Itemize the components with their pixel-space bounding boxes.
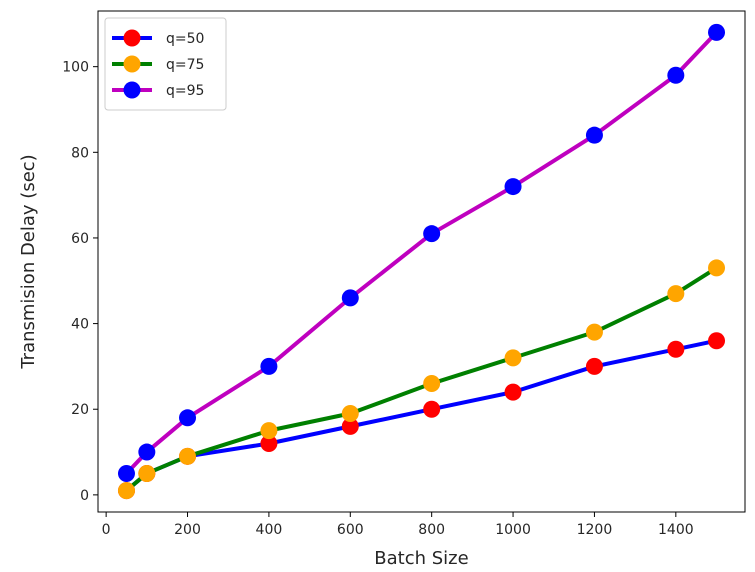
y-axis-title: Transmision Delay (sec) bbox=[18, 154, 39, 369]
legend-label: q=75 bbox=[166, 57, 204, 73]
data-point-q=75 bbox=[138, 464, 156, 482]
data-point-q=75 bbox=[585, 323, 603, 341]
data-point-q=75 bbox=[260, 422, 278, 440]
data-point-q=75 bbox=[504, 349, 522, 367]
plot-frame bbox=[97, 10, 746, 513]
y-tick-label: 100 bbox=[62, 60, 89, 76]
data-point-q=95 bbox=[423, 225, 441, 243]
data-point-q=50 bbox=[341, 417, 359, 435]
data-point-q=75 bbox=[117, 482, 135, 500]
x-tick-label: 1400 bbox=[658, 522, 694, 538]
y-tick-label: 80 bbox=[71, 145, 89, 161]
legend-marker-q=95 bbox=[123, 81, 141, 99]
x-tick-label: 200 bbox=[174, 522, 201, 538]
y-tick-label: 20 bbox=[71, 402, 89, 418]
x-axis-title: Batch Size bbox=[374, 548, 468, 569]
x-tick-label: 400 bbox=[256, 522, 283, 538]
x-tick-label: 0 bbox=[102, 522, 111, 538]
legend-marker-q=75 bbox=[123, 55, 141, 73]
x-tick-label: 600 bbox=[337, 522, 364, 538]
data-point-q=95 bbox=[504, 178, 522, 196]
data-point-q=75 bbox=[667, 285, 685, 303]
data-point-q=95 bbox=[138, 443, 156, 461]
x-axis-ticks: 0 200 400 600 800 1000 1200 1400 bbox=[102, 512, 694, 538]
y-tick-label: 0 bbox=[80, 488, 89, 504]
x-tick-label: 1200 bbox=[577, 522, 613, 538]
data-point-q=75 bbox=[341, 405, 359, 423]
series-layer bbox=[117, 23, 726, 500]
data-point-q=50 bbox=[708, 332, 726, 350]
data-point-q=75 bbox=[179, 447, 197, 465]
data-point-q=95 bbox=[179, 409, 197, 427]
data-point-q=95 bbox=[260, 357, 278, 375]
legend-marker-q=50 bbox=[123, 29, 141, 47]
y-axis-ticks: 0 20 40 60 80 100 bbox=[62, 60, 98, 504]
data-point-q=50 bbox=[504, 383, 522, 401]
series-line-q=75 bbox=[125, 266, 718, 493]
data-point-q=50 bbox=[423, 400, 441, 418]
data-point-q=95 bbox=[117, 464, 135, 482]
x-tick-label: 800 bbox=[418, 522, 445, 538]
legend: q=50 q=75 q=95 bbox=[104, 17, 227, 111]
data-point-q=95 bbox=[708, 23, 726, 41]
data-point-q=50 bbox=[585, 357, 603, 375]
data-point-q=50 bbox=[667, 340, 685, 358]
data-point-q=95 bbox=[667, 66, 685, 84]
series-line-q=95 bbox=[125, 31, 718, 475]
legend-label: q=95 bbox=[166, 83, 204, 99]
data-point-q=95 bbox=[585, 126, 603, 144]
y-tick-label: 40 bbox=[71, 317, 89, 333]
data-point-q=75 bbox=[708, 259, 726, 277]
data-point-q=95 bbox=[341, 289, 359, 307]
data-point-q=75 bbox=[423, 375, 441, 393]
data-point-q=50 bbox=[260, 434, 278, 452]
y-tick-label: 60 bbox=[71, 231, 89, 247]
x-tick-label: 1000 bbox=[495, 522, 531, 538]
legend-label: q=50 bbox=[166, 31, 204, 47]
